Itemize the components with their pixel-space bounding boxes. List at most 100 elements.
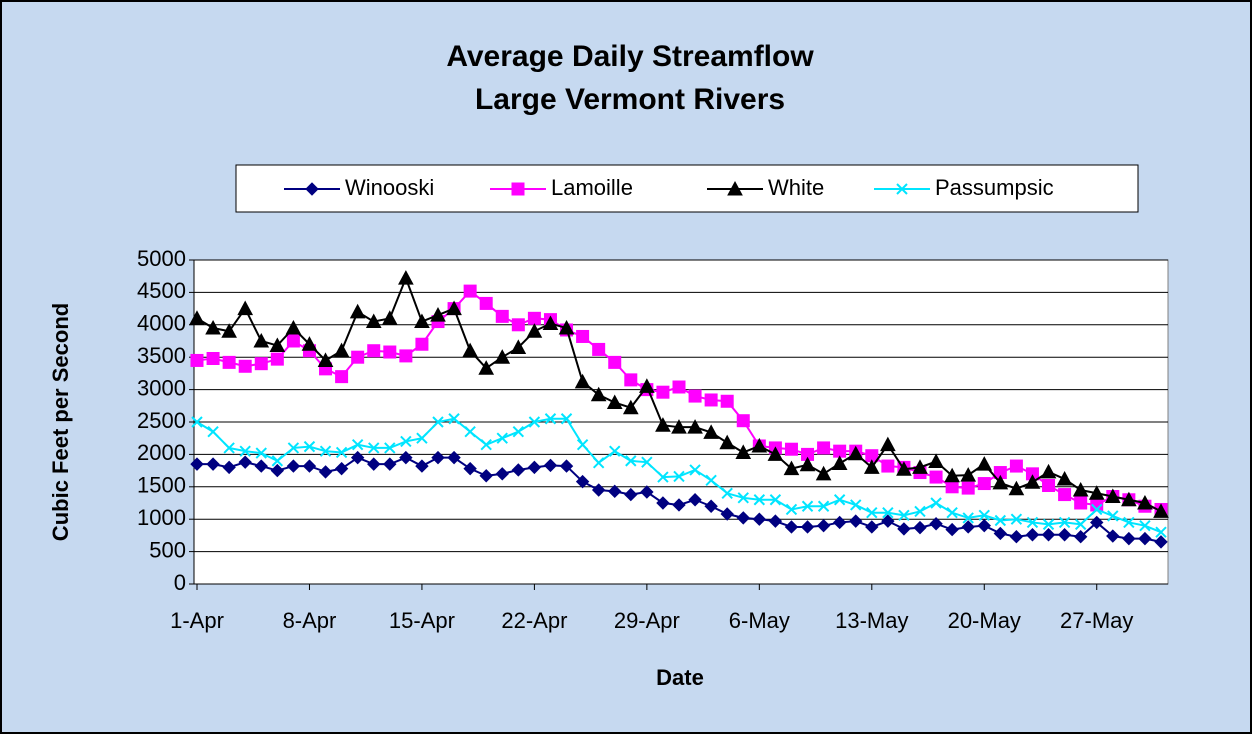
data-point <box>897 522 911 536</box>
data-point <box>558 319 575 335</box>
data-point <box>945 480 959 494</box>
data-point <box>286 334 300 348</box>
data-point <box>222 460 236 475</box>
legend-marker <box>511 182 525 196</box>
data-point <box>1041 528 1056 542</box>
y-tick-label: 500 <box>149 537 186 562</box>
data-point <box>511 318 525 332</box>
data-point <box>527 460 542 475</box>
data-point <box>334 461 349 476</box>
data-point <box>882 507 894 519</box>
data-point <box>817 500 830 512</box>
data-point <box>351 350 365 364</box>
legend-marker <box>896 183 908 195</box>
data-point <box>349 303 366 319</box>
legend-label: Lamoille <box>551 175 633 200</box>
data-point <box>719 434 736 450</box>
data-point <box>928 453 944 469</box>
data-point <box>351 438 364 451</box>
data-point <box>479 296 493 310</box>
data-point <box>1008 480 1025 496</box>
data-point <box>400 435 412 448</box>
data-point <box>301 336 318 351</box>
data-point <box>206 351 220 365</box>
y-tick-label: 0 <box>174 570 186 595</box>
data-point <box>223 442 235 454</box>
data-point <box>736 414 750 428</box>
data-point <box>800 520 815 534</box>
data-point <box>801 500 814 512</box>
x-tick-label: 1-Apr <box>170 608 224 633</box>
data-point <box>753 494 766 506</box>
data-point <box>881 459 895 473</box>
data-point <box>448 413 460 425</box>
data-point <box>1139 519 1151 532</box>
data-point <box>592 457 605 469</box>
data-point <box>993 526 1008 541</box>
data-point <box>207 426 219 438</box>
data-point <box>624 487 638 502</box>
x-axis-label: Date <box>656 665 704 690</box>
data-point <box>832 515 847 530</box>
data-point <box>736 511 750 525</box>
data-point <box>1042 518 1055 531</box>
data-point <box>464 426 476 438</box>
data-point <box>287 442 300 454</box>
data-point <box>365 313 382 329</box>
data-point <box>399 450 413 465</box>
data-point <box>1088 485 1105 500</box>
y-tick-label: 3000 <box>137 375 186 400</box>
data-point <box>302 459 317 473</box>
data-point <box>574 373 591 389</box>
data-point <box>205 319 221 335</box>
data-point <box>238 455 252 469</box>
data-point <box>430 307 446 322</box>
data-point <box>542 315 559 331</box>
data-point <box>253 332 270 348</box>
data-point <box>189 310 205 325</box>
data-point <box>816 518 831 533</box>
data-point <box>415 459 429 473</box>
data-point <box>238 359 252 373</box>
data-point <box>479 469 493 483</box>
data-point <box>526 323 543 338</box>
data-point <box>335 370 349 384</box>
data-point <box>254 357 268 371</box>
data-point <box>510 339 527 354</box>
data-point <box>1090 515 1104 530</box>
data-point <box>576 329 590 343</box>
data-point <box>799 456 816 472</box>
data-point <box>639 378 655 393</box>
data-point <box>190 457 204 471</box>
data-point <box>624 373 638 387</box>
data-point <box>544 413 557 425</box>
y-tick-label: 5000 <box>137 246 186 271</box>
data-point <box>381 310 398 325</box>
y-tick-label: 2500 <box>137 408 186 433</box>
x-tick-label: 20-May <box>948 608 1021 633</box>
data-point <box>914 505 926 518</box>
data-point <box>785 503 798 516</box>
data-point <box>432 416 444 428</box>
data-point <box>688 389 702 403</box>
data-point <box>511 463 526 477</box>
data-point <box>880 436 896 452</box>
data-point <box>399 349 413 363</box>
data-point <box>463 461 477 476</box>
x-tick-label: 27-May <box>1060 608 1133 633</box>
data-point <box>704 499 718 513</box>
data-point <box>767 446 784 461</box>
data-point <box>446 300 462 316</box>
data-point <box>751 437 768 453</box>
data-point <box>1121 491 1137 507</box>
data-point <box>206 457 220 471</box>
y-tick-label: 1000 <box>137 505 186 530</box>
y-tick-label: 3500 <box>137 343 186 368</box>
data-point <box>960 467 977 482</box>
data-point <box>994 514 1007 527</box>
data-point <box>962 512 974 524</box>
data-point <box>608 355 622 369</box>
data-point <box>269 337 286 353</box>
data-point <box>1058 516 1071 529</box>
x-tick-label: 29-Apr <box>614 608 680 633</box>
